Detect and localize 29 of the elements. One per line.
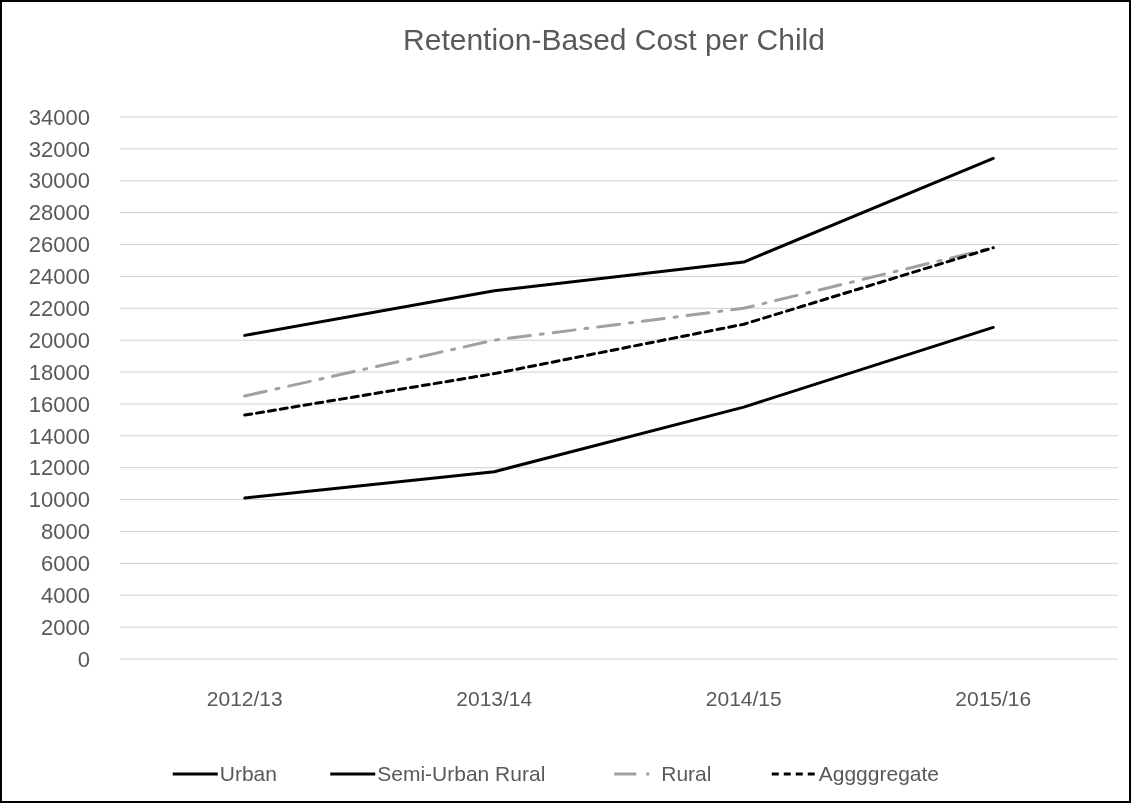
y-tick-label: 30000 bbox=[28, 168, 90, 194]
y-tick-label: 26000 bbox=[28, 232, 90, 258]
y-tick-label: 34000 bbox=[28, 104, 90, 130]
x-tick-label: 2013/14 bbox=[456, 687, 533, 710]
y-tick-label: 14000 bbox=[28, 423, 90, 449]
x-tick-label: 2015/16 bbox=[955, 687, 1032, 710]
y-tick-label: 8000 bbox=[41, 519, 90, 545]
y-tick-label: 6000 bbox=[41, 551, 90, 577]
chart-title: Retention-Based Cost per Child bbox=[403, 23, 825, 56]
y-tick-label: 22000 bbox=[28, 295, 90, 321]
y-tick-label: 20000 bbox=[28, 327, 90, 353]
y-tick-label: 32000 bbox=[28, 136, 90, 162]
legend-label: Aggggregate bbox=[818, 762, 940, 785]
y-tick-label: 24000 bbox=[28, 264, 90, 290]
y-tick-label: 12000 bbox=[28, 455, 90, 481]
legend-label: Rural bbox=[661, 762, 712, 785]
y-tick-label: 2000 bbox=[41, 614, 90, 640]
x-tick-label: 2012/13 bbox=[206, 687, 283, 710]
line-series bbox=[243, 325, 995, 500]
y-tick-label: 0 bbox=[77, 646, 90, 672]
y-tick-label: 4000 bbox=[41, 582, 90, 608]
y-tick-label: 10000 bbox=[28, 487, 90, 513]
legend-label: Urban bbox=[219, 762, 277, 785]
line-series bbox=[243, 156, 995, 337]
x-tick-label: 2014/15 bbox=[705, 687, 782, 710]
y-tick-label: 18000 bbox=[28, 359, 90, 385]
legend-label: Semi-Urban Rural bbox=[377, 762, 546, 785]
y-tick-label: 16000 bbox=[28, 391, 90, 417]
y-tick-label: 28000 bbox=[28, 200, 90, 226]
